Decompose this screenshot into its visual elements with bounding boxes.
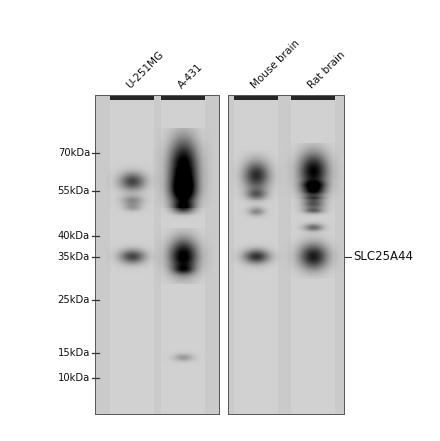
- Text: A-431: A-431: [176, 61, 205, 90]
- Text: 55kDa: 55kDa: [58, 186, 90, 196]
- Text: 15kDa: 15kDa: [58, 348, 90, 358]
- Text: Rat brain: Rat brain: [306, 49, 347, 90]
- Text: 40kDa: 40kDa: [58, 231, 90, 241]
- Text: U-251MG: U-251MG: [125, 49, 166, 90]
- Text: Mouse brain: Mouse brain: [249, 37, 301, 90]
- Text: 25kDa: 25kDa: [58, 295, 90, 305]
- Text: 70kDa: 70kDa: [58, 148, 90, 157]
- Text: 10kDa: 10kDa: [58, 373, 90, 383]
- Text: 35kDa: 35kDa: [58, 252, 90, 262]
- Text: SLC25A44: SLC25A44: [353, 250, 413, 263]
